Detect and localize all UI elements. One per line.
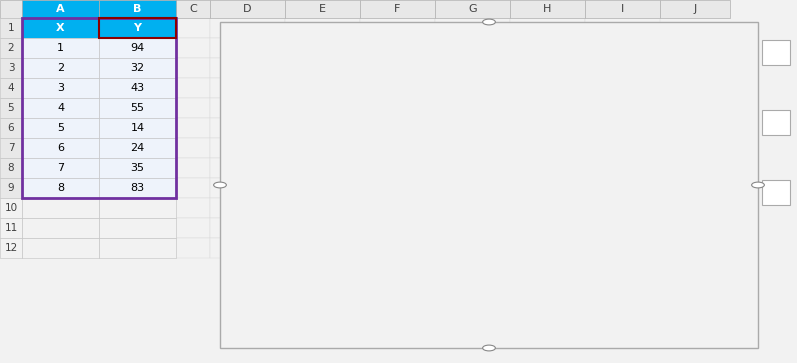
Text: 6: 6	[57, 143, 64, 153]
Text: 8: 8	[8, 163, 14, 173]
Text: 5: 5	[8, 103, 14, 113]
Text: X: X	[56, 23, 65, 33]
Text: F: F	[395, 4, 401, 14]
Text: D: D	[243, 4, 252, 14]
Text: 8: 8	[57, 183, 64, 193]
Text: 3: 3	[57, 83, 64, 93]
Text: Y: Y	[134, 23, 142, 33]
Text: 1: 1	[57, 43, 64, 53]
Text: 10: 10	[5, 203, 18, 213]
Text: 5: 5	[57, 123, 64, 133]
Text: 2: 2	[8, 43, 14, 53]
Text: A: A	[56, 4, 65, 14]
Text: 7: 7	[57, 163, 64, 173]
Text: E: E	[319, 4, 326, 14]
Text: 94: 94	[131, 43, 144, 53]
Text: 55: 55	[131, 103, 144, 113]
Title: Y: Y	[469, 44, 479, 59]
Text: 2: 2	[57, 63, 64, 73]
Text: H: H	[544, 4, 552, 14]
Text: 43: 43	[131, 83, 144, 93]
Text: 7: 7	[8, 143, 14, 153]
Text: 11: 11	[4, 223, 18, 233]
Text: 3: 3	[8, 63, 14, 73]
Text: 32: 32	[131, 63, 144, 73]
Text: 4: 4	[57, 103, 64, 113]
Text: C: C	[189, 4, 197, 14]
Text: 35: 35	[131, 163, 144, 173]
Text: B: B	[133, 4, 142, 14]
Text: 9: 9	[8, 183, 14, 193]
Text: 12: 12	[4, 243, 18, 253]
Text: 1: 1	[8, 23, 14, 33]
Text: J: J	[693, 4, 697, 14]
Text: 4: 4	[8, 83, 14, 93]
Text: I: I	[621, 4, 624, 14]
Text: G: G	[468, 4, 477, 14]
Text: 83: 83	[131, 183, 144, 193]
Text: 6: 6	[8, 123, 14, 133]
Text: 14: 14	[131, 123, 144, 133]
Text: 24: 24	[131, 143, 144, 153]
